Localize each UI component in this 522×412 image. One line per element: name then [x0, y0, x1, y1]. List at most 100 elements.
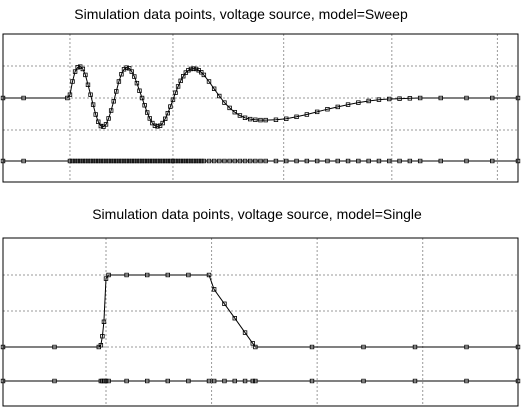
waveform-point	[165, 272, 170, 278]
sample-point	[247, 158, 253, 164]
sample-point	[515, 378, 521, 384]
plot-frame	[2, 237, 519, 407]
sample-point	[72, 158, 78, 164]
waveform-point	[72, 69, 78, 74]
waveform-point	[21, 95, 26, 101]
sample-point	[273, 158, 279, 164]
sample-point	[387, 158, 392, 164]
sample-point	[52, 378, 57, 384]
sample-point	[181, 158, 186, 164]
waveform-point	[314, 109, 320, 115]
waveform-point	[0, 344, 6, 350]
waveform-point	[168, 104, 173, 109]
waveform-point	[250, 341, 255, 346]
sample-point	[168, 158, 173, 164]
waveform-point	[242, 115, 248, 120]
sample-point	[201, 158, 207, 164]
waveform-point	[206, 272, 212, 278]
sample-point	[183, 158, 189, 164]
waveform-point	[103, 122, 109, 127]
sample-point	[412, 378, 418, 384]
chart-sweep	[0, 33, 521, 183]
sample-point	[211, 158, 217, 164]
waveform-point	[188, 66, 194, 72]
sample-point	[155, 158, 160, 164]
waveform-point	[464, 344, 469, 350]
waveform-point	[85, 82, 91, 87]
sample-point	[103, 158, 109, 164]
waveform-point	[103, 276, 109, 281]
waveform-point	[165, 110, 170, 116]
sample-point	[114, 158, 119, 164]
sample-point	[438, 158, 443, 164]
waveform-point	[93, 112, 98, 117]
sample-point	[284, 158, 289, 164]
sample-point	[119, 158, 124, 164]
waveform-point	[157, 123, 163, 128]
waveform-point	[90, 102, 96, 107]
sample-point	[188, 158, 194, 164]
sample-point	[242, 378, 248, 384]
sample-point	[515, 158, 521, 164]
waveform-line	[3, 66, 518, 128]
sample-point	[160, 158, 165, 164]
waveform-point	[361, 344, 366, 350]
sample-point	[108, 158, 114, 164]
sample-point	[191, 158, 196, 164]
waveform-point	[75, 65, 80, 70]
chart-single	[0, 237, 521, 407]
waveform-point	[412, 344, 418, 350]
sample-point	[134, 158, 140, 164]
waveform-point	[263, 117, 268, 123]
sample-point	[129, 158, 134, 164]
sample-point	[356, 158, 361, 164]
waveform-point	[100, 333, 105, 339]
sample-point	[124, 378, 129, 384]
waveform-point	[178, 78, 183, 84]
waveform-point	[96, 119, 101, 124]
waveform-point	[114, 89, 119, 94]
sample-point	[147, 158, 152, 164]
sample-point	[157, 158, 163, 164]
sample-point	[397, 158, 402, 164]
waveform-point	[211, 86, 217, 91]
waveform-point	[222, 301, 227, 306]
sample-point	[227, 158, 232, 164]
sample-point	[137, 158, 142, 164]
waveform-point	[407, 96, 413, 101]
sample-point	[106, 158, 111, 164]
waveform-point	[124, 65, 129, 70]
waveform-point	[242, 330, 248, 335]
waveform-point	[227, 105, 232, 111]
sample-point	[106, 378, 111, 384]
waveform-point	[232, 109, 237, 115]
chart-1-title: Simulation data points, voltage source, …	[74, 6, 408, 22]
waveform-point	[106, 116, 111, 121]
waveform-point	[201, 72, 207, 78]
waveform-point	[119, 72, 124, 77]
sample-point	[144, 378, 150, 384]
waveform-point	[147, 116, 152, 121]
waveform-point	[183, 70, 189, 75]
waveform-point	[152, 123, 158, 128]
sample-point	[490, 158, 495, 164]
sample-point	[196, 158, 201, 164]
sample-point	[85, 158, 91, 164]
sample-point	[70, 158, 75, 164]
waveform-point	[160, 120, 165, 126]
sample-point	[67, 158, 73, 164]
waveform-point	[173, 90, 178, 95]
waveform-point	[65, 95, 70, 101]
waveform-point	[464, 95, 469, 101]
sample-point	[206, 378, 212, 384]
waveform-point	[163, 116, 168, 121]
waveform-point	[387, 96, 392, 102]
sample-point	[193, 158, 199, 164]
waveform-point	[144, 272, 150, 278]
sample-point	[253, 378, 258, 384]
sample-point	[294, 158, 299, 164]
sample-point	[237, 158, 243, 164]
sample-point	[304, 158, 310, 164]
waveform-point	[70, 79, 75, 84]
